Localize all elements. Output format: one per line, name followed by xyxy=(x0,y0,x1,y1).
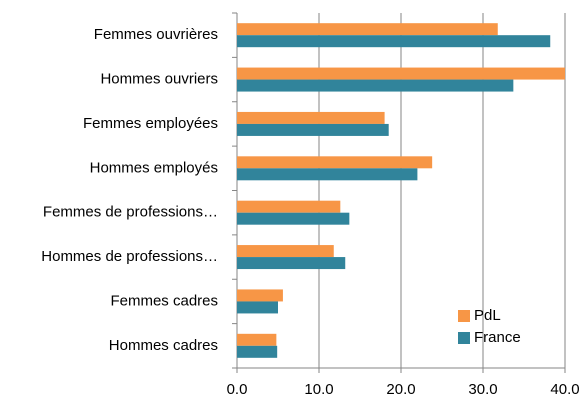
bar xyxy=(237,257,346,270)
bar xyxy=(237,23,498,36)
y-tick-label: Hommes ouvriers xyxy=(100,71,218,88)
bar xyxy=(237,301,278,314)
x-tick-label: 30.0 xyxy=(468,381,497,398)
y-tick-label: Femmes ouvrières xyxy=(94,26,218,43)
x-tick-label: 0.0 xyxy=(227,381,248,398)
bar xyxy=(237,333,277,346)
bar xyxy=(237,289,283,302)
legend-swatch xyxy=(458,332,470,344)
y-tick-label: Hommes employés xyxy=(90,159,218,176)
y-tick-label: Hommes cadres xyxy=(109,337,218,354)
bar xyxy=(237,200,341,213)
y-tick-label: Femmes employées xyxy=(83,115,218,132)
x-tick-label: 40.0 xyxy=(550,381,579,398)
legend-label: PdL xyxy=(474,307,501,324)
bar xyxy=(237,123,389,136)
legend-swatch xyxy=(458,310,470,322)
bar xyxy=(237,245,334,258)
x-tick-label: 10.0 xyxy=(304,381,333,398)
bar xyxy=(237,156,433,169)
bar xyxy=(237,168,418,181)
bar xyxy=(237,345,278,358)
y-tick-label: Femmes de professions… xyxy=(43,204,218,221)
bar xyxy=(237,79,514,92)
x-tick-label: 20.0 xyxy=(386,381,415,398)
bar xyxy=(237,67,565,80)
bar xyxy=(237,111,385,124)
y-tick-label: Femmes cadres xyxy=(110,292,218,309)
legend-label: France xyxy=(474,329,521,346)
bar xyxy=(237,35,551,48)
y-tick-label: Hommes de professions… xyxy=(41,248,218,265)
bar xyxy=(237,212,350,225)
